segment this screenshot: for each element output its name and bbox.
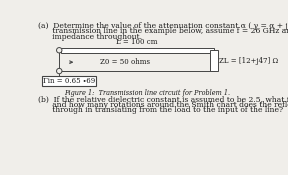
Bar — [61, 48, 214, 53]
Text: L = 100 cm: L = 100 cm — [116, 38, 158, 46]
Text: (b)  If the relative dielectric constant is assumed to be 2.5, what is the phase: (b) If the relative dielectric constant … — [37, 96, 288, 104]
Circle shape — [56, 68, 62, 74]
Text: Figure 1:  Transmission line circuit for Problem 1.: Figure 1: Transmission line circuit for … — [65, 89, 231, 97]
Text: (a)  Determine the value of the attenuation constant α ( γ = α + jβ) for the low: (a) Determine the value of the attenuati… — [37, 22, 288, 30]
Bar — [42, 76, 96, 86]
Text: and how many rotations around the Smith chart does the reflection phase go: and how many rotations around the Smith … — [37, 101, 288, 109]
Circle shape — [56, 48, 62, 53]
Text: through in translating from the load to the input of the line?: through in translating from the load to … — [37, 106, 283, 114]
Text: transmission line in the example below, assume f = 26 GHz and a 50 Ω reference: transmission line in the example below, … — [37, 27, 288, 35]
Bar — [210, 50, 218, 71]
Text: Z0 = 50 ohms: Z0 = 50 ohms — [100, 58, 150, 66]
Text: impedance throughout.: impedance throughout. — [37, 33, 141, 41]
Text: ZL = [12+j47] Ω: ZL = [12+j47] Ω — [219, 57, 278, 65]
Text: Γin = 0.65 ∙69: Γin = 0.65 ∙69 — [43, 77, 95, 85]
